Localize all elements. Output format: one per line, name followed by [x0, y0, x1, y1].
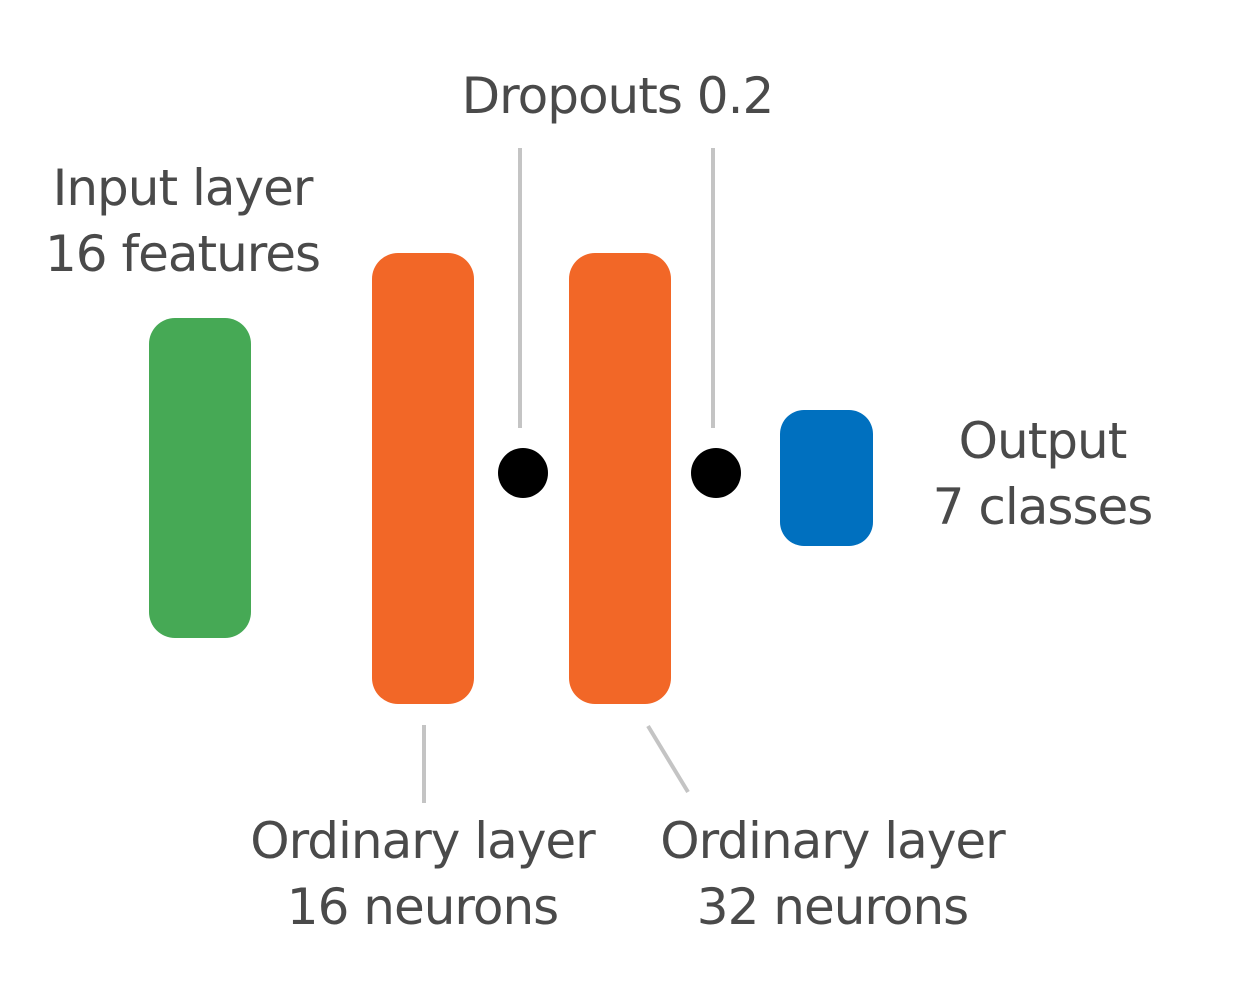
ordinary-layer-32-leader	[646, 724, 690, 794]
ordinary-layer-16-block	[372, 253, 474, 704]
output-layer-label: Output 7 classes	[905, 408, 1180, 540]
input-layer-features: 16 features	[44, 225, 321, 283]
dropout-2-leader	[711, 148, 715, 428]
ordinary-layer-16-label: Ordinary layer 16 neurons	[235, 808, 610, 940]
output-layer-classes: 7 classes	[932, 478, 1154, 536]
output-layer-block	[780, 410, 873, 546]
input-layer-title: Input layer	[52, 159, 314, 217]
ordinary-layer-16-neurons: 16 neurons	[286, 878, 559, 936]
dropout-1-dot	[498, 448, 548, 498]
input-layer-block	[149, 318, 251, 638]
ordinary-layer-32-block	[569, 253, 671, 704]
ordinary-layer-32-neurons: 32 neurons	[696, 878, 969, 936]
ordinary-layer-16-title: Ordinary layer	[250, 812, 595, 870]
output-layer-title: Output	[958, 412, 1128, 470]
input-layer-label: Input layer 16 features	[40, 155, 325, 287]
dropout-label: Dropouts 0.2	[461, 67, 775, 125]
dropout-1-leader	[518, 148, 522, 428]
ordinary-layer-32-title: Ordinary layer	[660, 812, 1005, 870]
ordinary-layer-16-leader	[422, 725, 426, 803]
ordinary-layer-32-label: Ordinary layer 32 neurons	[645, 808, 1020, 940]
dropout-2-dot	[691, 448, 741, 498]
